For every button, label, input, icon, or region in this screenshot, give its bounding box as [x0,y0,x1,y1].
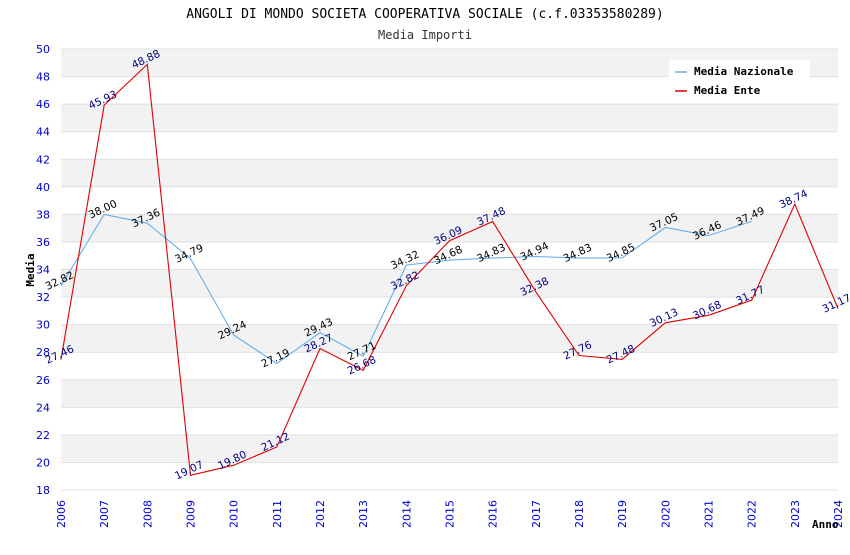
grid-band [61,159,838,187]
y-tick-labels: 18 20 22 24 26 28 30 32 34 36 38 40 42 44 46 48 50 [36,43,50,497]
chart-title: ANGOLI DI MONDO SOCIETA COOPERATIVA SOCI… [186,7,663,22]
x-tick-label: 2018 [573,500,586,528]
y-tick-label: 40 [36,181,50,194]
y-tick-label: 48 [36,71,50,84]
y-tick-label: 18 [36,484,50,497]
x-tick-label: 2010 [228,500,241,528]
y-tick-label: 20 [36,456,50,469]
grid-band [61,104,838,132]
x-tick-label: 2009 [185,500,198,528]
grid-band [61,241,838,270]
series-line-nazionale [60,213,752,365]
legend: Media Nazionale Media Ente [669,60,810,100]
legend-box [669,60,810,100]
y-tick-label: 36 [36,236,50,249]
y-tick-label: 24 [36,401,50,414]
x-tick-label: 2016 [487,500,500,528]
grid-band [61,462,838,490]
x-tick-label: 2015 [444,500,457,528]
grid-lines [61,48,838,491]
grid-band [61,352,838,380]
y-axis-label: Media [24,253,37,286]
x-axis-label: Anno [812,518,839,531]
x-tick-label: 2012 [314,500,327,528]
x-tick-label: 2021 [703,500,716,528]
grid-band [61,324,838,353]
x-tick-label: 2023 [789,500,802,528]
x-tick-label: 2014 [400,500,413,528]
y-tick-label: 34 [36,264,50,277]
series-line-ente [60,63,839,476]
series-lines [60,63,839,476]
y-tick-label: 22 [36,429,50,442]
grid-band [61,407,838,435]
x-tick-label: 2017 [530,500,543,528]
x-tick-label: 2011 [271,500,284,528]
x-tick-label: 2013 [357,500,370,528]
x-tick-label: 2019 [616,500,629,528]
y-tick-label: 50 [36,43,50,56]
grid-band [61,186,838,215]
x-tick-label: 2007 [98,500,111,528]
grid-band [61,297,838,325]
grid-band [61,379,838,408]
y-tick-label: 32 [36,291,50,304]
y-tick-label: 42 [36,153,50,166]
grid-band [61,214,838,242]
legend-label-nazionale: Media Nazionale [694,65,794,78]
y-tick-label: 44 [36,126,50,139]
grid-band [61,131,838,160]
x-tick-label: 2020 [659,500,672,528]
plot-bands [61,49,838,490]
x-tick-labels: 2006 2007 2008 2009 2010 2011 2012 2013 2014 2015… [55,500,845,528]
y-tick-label: 26 [36,374,50,387]
y-tick-label: 38 [36,208,50,221]
y-tick-label: 30 [36,319,50,332]
grid-band [61,269,838,298]
y-tick-label: 46 [36,98,50,111]
chart-subtitle: Media Importi [378,28,472,42]
legend-label-ente: Media Ente [694,84,761,97]
x-tick-label: 2024 [832,500,845,528]
y-tick-label: 28 [36,346,50,359]
grid-band [61,434,838,463]
x-tick-label: 2008 [141,500,154,528]
x-tick-label: 2022 [746,500,759,528]
x-tick-label: 2006 [55,500,68,528]
